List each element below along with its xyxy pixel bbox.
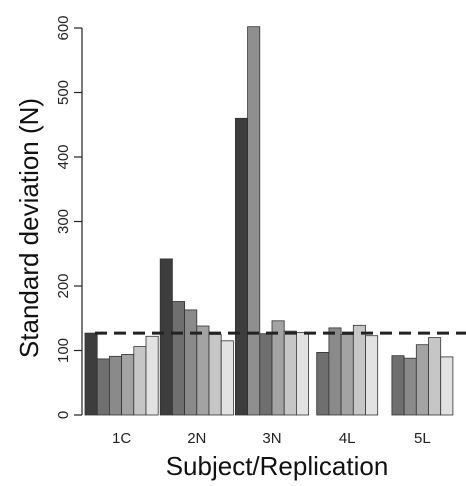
y-tick-label: 0	[55, 411, 72, 419]
bar-4l-3	[340, 333, 354, 416]
bar-5l-5	[440, 356, 454, 416]
bar-3n-4	[271, 320, 285, 416]
bar-1c-3	[109, 355, 123, 416]
y-tick-label: 400	[55, 144, 72, 169]
bar-3n-5	[283, 330, 297, 416]
bar-2n-6	[220, 340, 234, 416]
bar-3n-3	[259, 333, 273, 416]
x-category-label: 5L	[414, 430, 431, 447]
x-category-label: 3N	[262, 430, 281, 447]
bar-2n-5	[208, 333, 222, 416]
bar-2n-4	[196, 325, 210, 416]
x-category-label: 4L	[339, 430, 356, 447]
bar-5l-1	[391, 355, 405, 416]
bar-3n-6	[295, 331, 309, 416]
bar-3n-2	[247, 26, 261, 416]
x-axis-title: Subject/Replication	[166, 451, 389, 481]
bar-1c-4	[121, 353, 135, 416]
y-tick-label: 100	[55, 338, 72, 363]
y-tick-label: 500	[55, 80, 72, 105]
y-axis: 0 100 200 300 400 500 600	[55, 15, 83, 419]
bar-5l-2	[403, 357, 417, 416]
x-category-label: 2N	[187, 430, 206, 447]
bar-5l-3	[415, 344, 429, 416]
bar-1c-5	[133, 346, 147, 416]
bar-1c-6	[145, 335, 159, 416]
y-axis-title: Standard deviation (N)	[14, 98, 44, 358]
bar-4l-4	[352, 324, 366, 416]
bar-4l-2	[328, 327, 342, 416]
y-tick-label: 300	[55, 209, 72, 234]
bar-4l-5	[365, 335, 379, 416]
bar-1c-2	[96, 358, 110, 416]
bar-2n-1	[159, 258, 173, 416]
bars-layer	[84, 26, 454, 416]
bar-3n-1	[234, 117, 248, 416]
bar-2n-2	[171, 301, 185, 416]
bar-1c-1	[84, 332, 98, 416]
x-category-label: 1C	[112, 430, 131, 447]
bar-4l-1	[316, 351, 330, 416]
y-tick-label: 200	[55, 273, 72, 298]
bar-2n-3	[184, 309, 198, 416]
y-tick-label: 600	[55, 15, 72, 40]
x-axis-labels: 1C 2N 3N 4L 5L	[112, 430, 431, 447]
bar-5l-4	[428, 337, 442, 416]
